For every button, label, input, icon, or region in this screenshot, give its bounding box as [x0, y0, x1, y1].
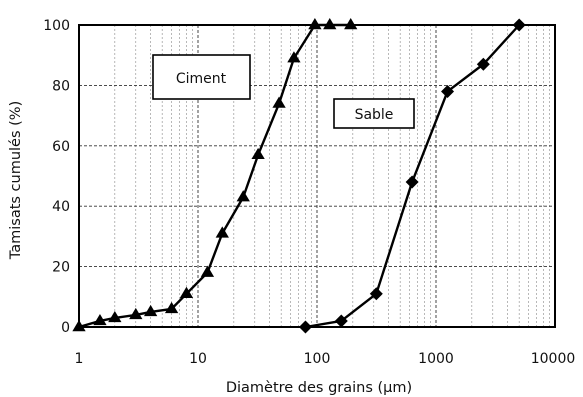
x-tick-labels: 1 10 100 1000 10000: [75, 351, 576, 367]
data-point-ciment: [129, 307, 143, 320]
x-tick-label: 1: [75, 351, 84, 367]
y-tick-label: 40: [52, 199, 70, 215]
data-point-ciment: [272, 96, 286, 108]
x-tick-label: 10000: [531, 351, 576, 367]
data-point-ciment: [308, 18, 322, 30]
data-point-ciment: [164, 301, 179, 314]
data-point-sable: [334, 314, 348, 328]
series-line-ciment: [78, 23, 351, 329]
data-point-ciment: [323, 18, 337, 30]
data-point-sable: [405, 175, 419, 189]
data-point-sable: [298, 320, 312, 334]
legend-label-sable: Sable: [333, 98, 415, 129]
data-point-ciment: [236, 190, 250, 202]
legend-text-ciment: Ciment: [176, 71, 227, 87]
y-tick-label: 100: [43, 18, 70, 34]
data-point-ciment: [93, 313, 107, 326]
y-tick-label: 20: [52, 260, 70, 276]
y-tick-label: 60: [52, 139, 70, 155]
data-point-ciment: [179, 286, 194, 298]
x-tick-label: 10: [189, 351, 207, 367]
data-point-sable: [512, 18, 526, 32]
data-point-sable: [441, 84, 455, 98]
legend-label-ciment: Ciment: [152, 54, 251, 100]
legend-text-sable: Sable: [355, 107, 394, 123]
data-point-ciment: [344, 18, 358, 30]
data-point-ciment: [143, 304, 158, 317]
data-point-ciment: [72, 320, 86, 332]
data-point-ciment: [287, 51, 301, 63]
y-tick-labels: 0 20 40 60 80 100: [43, 18, 70, 336]
y-tick-label: 80: [52, 78, 70, 94]
y-axis-title: Tamisats cumulés (%): [8, 101, 24, 260]
x-tick-label: 1000: [418, 351, 454, 367]
series-layer: [72, 18, 526, 334]
y-tick-label: 0: [61, 320, 70, 336]
data-point-sable: [476, 57, 490, 71]
data-point-ciment: [200, 265, 215, 277]
data-point-ciment: [108, 310, 122, 323]
x-axis-title: Diamètre des grains (µm): [226, 380, 412, 396]
data-point-ciment: [215, 226, 229, 238]
x-tick-label: 100: [304, 351, 331, 367]
data-point-sable: [369, 287, 383, 301]
data-point-ciment: [251, 147, 265, 160]
